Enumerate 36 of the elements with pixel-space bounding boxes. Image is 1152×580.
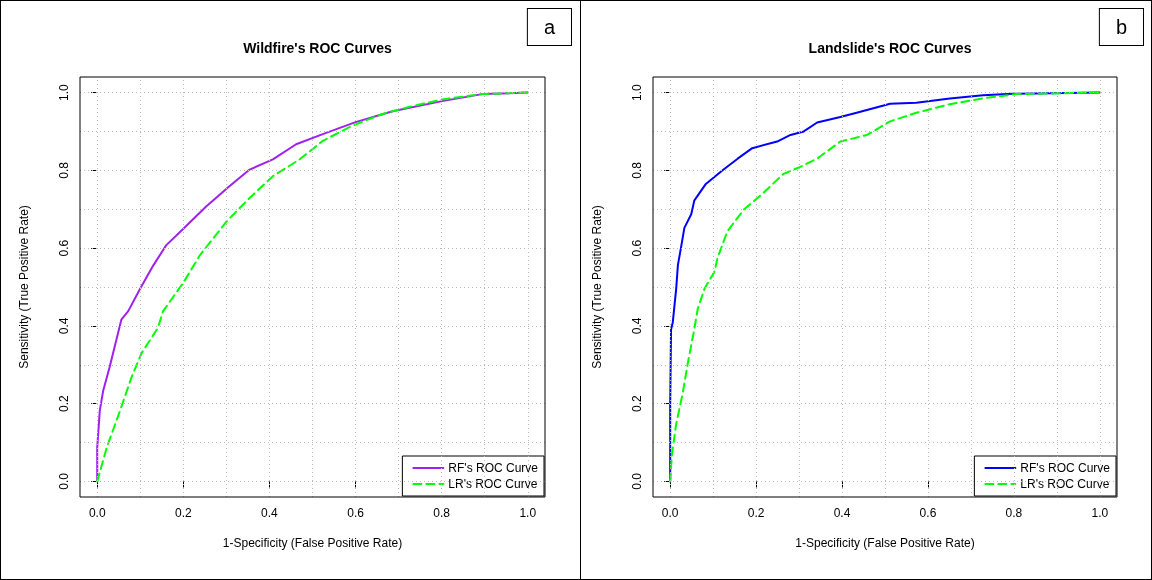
x-tick-label: 1.0 (519, 506, 537, 520)
x-axis-title: 1-Specificity (False Positive Rate) (795, 536, 975, 550)
y-tick-label: 0.8 (630, 161, 644, 179)
x-tick-label: 0.0 (88, 506, 106, 520)
legend-label: RF's ROC Curve (448, 461, 539, 475)
y-tick-label: 1.0 (630, 83, 644, 101)
y-tick-label: 0.6 (630, 239, 644, 257)
x-tick-label: 0.0 (661, 506, 679, 520)
x-tick-label: 0.8 (433, 506, 451, 520)
y-tick-label: 0.6 (57, 239, 71, 257)
x-tick-label: 0.2 (747, 506, 765, 520)
y-tick-label: 0.2 (630, 395, 644, 413)
x-tick-label: 0.6 (919, 506, 937, 520)
x-tick-label: 1.0 (1091, 506, 1109, 520)
x-tick-label: 0.8 (1005, 506, 1023, 520)
y-tick-label: 0.2 (57, 395, 71, 413)
y-axis-title: Sensitivity (True Positive Rate) (590, 205, 604, 369)
y-tick-label: 0.0 (630, 472, 644, 490)
x-tick-label: 0.2 (174, 506, 192, 520)
x-tick-label: 0.4 (261, 506, 279, 520)
chart-title: Wildfire's ROC Curves (243, 40, 393, 56)
y-tick-label: 1.0 (57, 83, 71, 101)
y-tick-label: 0.8 (57, 161, 71, 179)
y-tick-label: 0.4 (630, 317, 644, 335)
y-axis-title: Sensitivity (True Positive Rate) (17, 205, 31, 369)
x-axis-title: 1-Specificity (False Positive Rate) (222, 536, 403, 550)
y-tick-label: 0.0 (57, 472, 71, 490)
y-tick-label: 0.4 (57, 317, 71, 335)
legend-label: LR's ROC Curve (1020, 477, 1110, 491)
legend-label: LR's ROC Curve (448, 477, 538, 491)
x-tick-label: 0.6 (347, 506, 365, 520)
chart-title: Landslide's ROC Curves (808, 40, 972, 56)
text: b (1115, 16, 1127, 38)
x-tick-label: 0.4 (833, 506, 851, 520)
legend-label: RF's ROC Curve (1020, 461, 1111, 475)
text: a (543, 16, 556, 38)
